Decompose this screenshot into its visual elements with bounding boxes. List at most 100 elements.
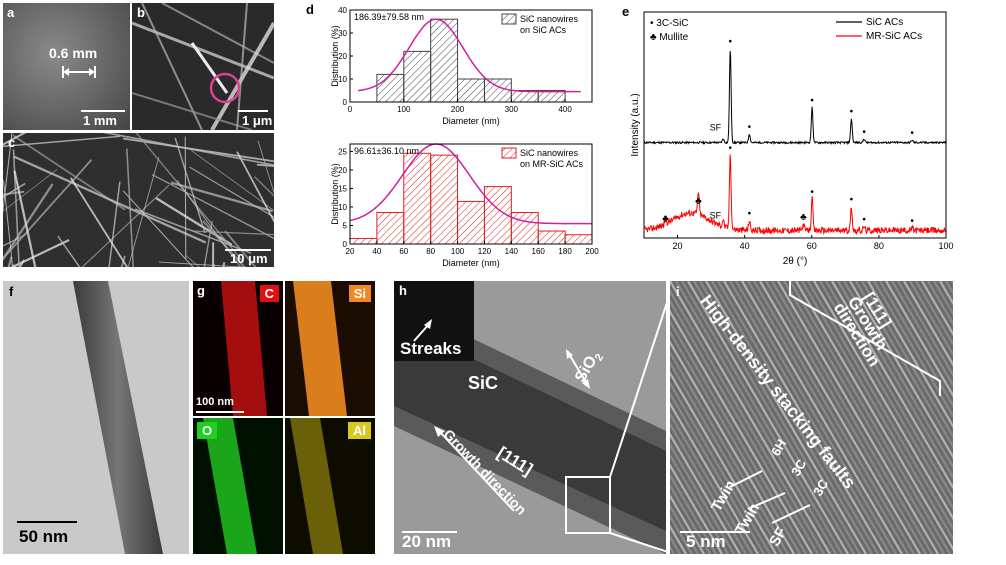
marker-legend-mullite: ♣ Mullite xyxy=(650,32,689,43)
legend-line-2: on SiC ACs xyxy=(520,25,567,35)
y-tick-label: 10 xyxy=(338,75,347,84)
lattice-fringe xyxy=(670,411,753,554)
x-tick-label: 20 xyxy=(346,247,355,256)
y-axis-label: Distribution (%) xyxy=(330,163,340,225)
lattice-fringe xyxy=(741,281,903,554)
nanowire-strand xyxy=(122,190,194,267)
lattice-fringe xyxy=(670,473,717,554)
histogram-bar xyxy=(510,212,539,245)
nanowire-strand xyxy=(70,177,129,267)
panel-i-image: i [111] Growth direction High-density st… xyxy=(670,281,953,554)
nanowire-strand xyxy=(203,220,213,267)
panel-h-zoom-box xyxy=(565,476,611,534)
map-c-tag: C xyxy=(259,285,279,302)
panel-i-annotations xyxy=(729,281,941,524)
x-tick-label: 0 xyxy=(348,105,353,114)
lattice-fringe xyxy=(723,281,885,554)
y-tick-label: 30 xyxy=(338,29,347,38)
lattice-fringe xyxy=(670,391,765,554)
x-tick-label: 400 xyxy=(558,105,572,114)
panel-b-scale-label: 1 μm xyxy=(242,113,273,128)
panel-i-scalebar xyxy=(680,531,750,533)
panel-h-scalebar xyxy=(402,531,457,533)
peak-marker: • xyxy=(728,143,732,154)
nanowire-strand xyxy=(126,148,135,267)
panel-g-scale-label: 100 nm xyxy=(196,396,234,408)
panel-g-map-al: Al xyxy=(285,418,375,554)
lattice-fringe xyxy=(670,299,819,554)
panel-c-wires xyxy=(3,133,274,267)
histogram-bar xyxy=(376,212,405,245)
gaussian-fit-line xyxy=(349,143,592,225)
legend-swatch xyxy=(501,147,517,159)
lattice-fringe xyxy=(747,281,909,554)
panel-h-wire xyxy=(394,281,666,554)
peak-marker: ♣ xyxy=(800,212,807,223)
nanowire-strand xyxy=(159,261,249,267)
series-legend-label: SiC ACs xyxy=(866,17,903,28)
lattice-fringe xyxy=(670,463,723,554)
lattice-fringe xyxy=(670,504,699,554)
lattice-fringe xyxy=(777,281,939,554)
nanowire-strand xyxy=(202,220,246,267)
nanowire-strand xyxy=(102,133,274,166)
lattice-fringe xyxy=(813,281,953,521)
lattice-fringe xyxy=(670,381,771,554)
y-tick-label: 20 xyxy=(338,52,347,61)
x-tick-label: 60 xyxy=(399,247,408,256)
lattice-fringe xyxy=(681,281,843,554)
x-tick-label: 160 xyxy=(532,247,546,256)
nanowire-strand xyxy=(11,263,17,267)
lattice-fringe xyxy=(670,483,711,554)
nanowire-strand xyxy=(176,180,242,267)
nanowire-strand xyxy=(57,235,81,267)
x-tick-label: 20 xyxy=(673,241,683,251)
lattice-fringe xyxy=(675,281,837,554)
histogram-bar xyxy=(430,154,459,245)
lattice-fringe xyxy=(670,442,735,554)
lattice-fringe xyxy=(670,319,807,554)
lattice-fringe xyxy=(759,281,921,554)
legend-line-1: SiC nanowires xyxy=(520,14,579,24)
histogram-bar xyxy=(376,73,405,103)
legend-line-1: SiC nanowires xyxy=(520,148,579,158)
panel-g-map-o: O xyxy=(193,418,283,554)
x-tick-label: 80 xyxy=(874,241,884,251)
lattice-fringe xyxy=(783,281,945,554)
panel-e-label: e xyxy=(622,4,630,19)
nanowire-strand xyxy=(189,166,274,218)
peak-marker: • xyxy=(910,128,914,139)
gaussian-fit-line xyxy=(358,18,581,93)
nanowire-strand xyxy=(3,180,14,267)
lattice-fringe xyxy=(670,452,729,554)
panel-a-arrow xyxy=(62,66,96,78)
y-tick-label: 20 xyxy=(338,166,347,175)
lattice-fringe xyxy=(729,281,891,554)
chart-e: • • • • • • SF ♣ ♣ • • ♣ • • • • SF 20 40 60 80 100 2θ (°) Inte… xyxy=(630,11,954,267)
lattice-fringe xyxy=(837,281,953,480)
panel-h-image: h Streaks SiC SiO2 [111] Growth directio… xyxy=(394,281,666,554)
panel-a-scalebar xyxy=(81,110,125,112)
lattice-fringe xyxy=(849,281,953,459)
histogram-bar xyxy=(430,18,459,103)
lattice-fringe xyxy=(765,281,927,554)
nanowire-strand xyxy=(120,255,126,267)
peak-marker: • xyxy=(850,107,854,118)
peak-marker: • xyxy=(748,208,752,219)
series-legend-label: MR-SiC ACs xyxy=(866,31,922,42)
lattice-fringe xyxy=(825,281,953,500)
y-tick-label: 0 xyxy=(343,240,348,249)
lattice-fringe xyxy=(670,350,789,554)
marker-legend-3c-sic: • 3C-SiC xyxy=(650,18,689,29)
sf-label: SF xyxy=(710,210,722,220)
chart-d-top: 0 100 200 300 400 0 10 20 30 40 Diameter (nm) Distr… xyxy=(330,6,593,126)
panel-i-scale-label: 5 nm xyxy=(686,532,726,551)
peak-marker: • xyxy=(862,215,866,226)
lattice-fringe xyxy=(717,281,879,554)
y-tick-label: 15 xyxy=(338,184,347,193)
lattice-fringe xyxy=(831,281,953,490)
nanowire-strand xyxy=(3,135,121,148)
nanowire-strand xyxy=(192,230,274,236)
lattice-fringe xyxy=(753,281,915,554)
lattice-fringe xyxy=(670,309,813,554)
